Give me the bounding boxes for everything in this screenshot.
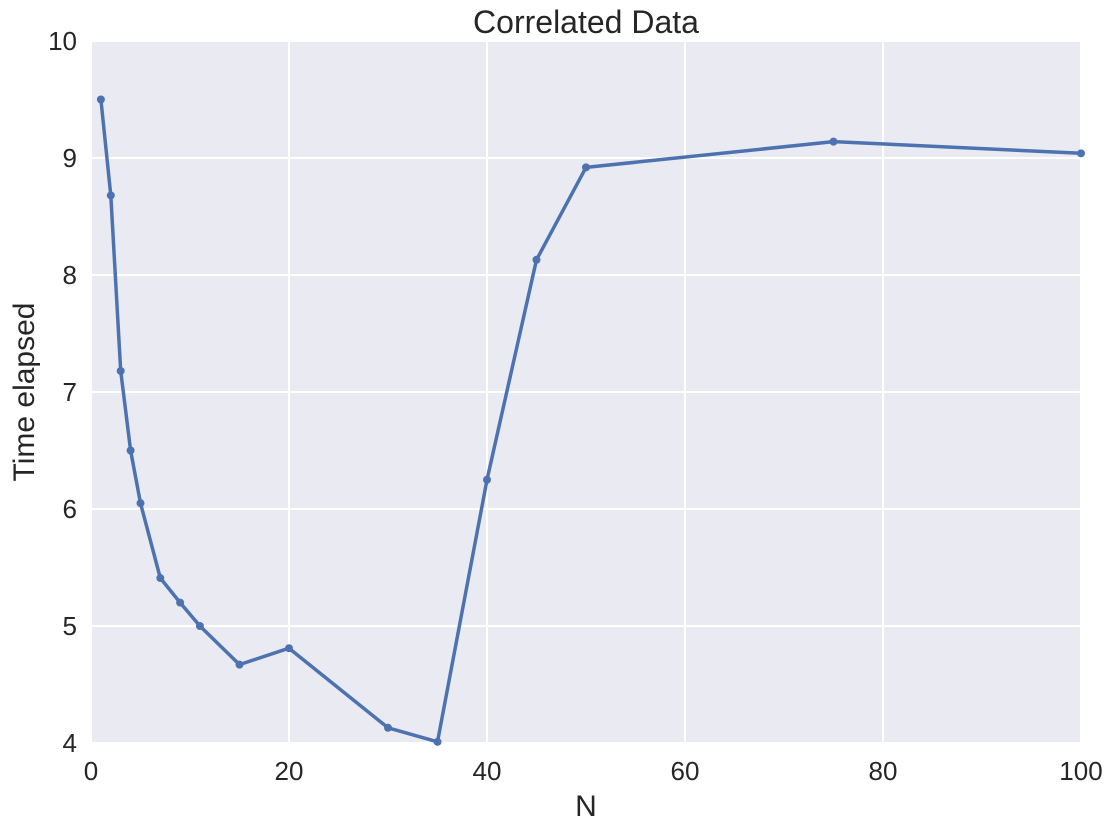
data-point [483, 475, 491, 484]
data-point [235, 660, 244, 669]
data-point [126, 446, 135, 455]
y-tick-label: 4 [63, 728, 77, 758]
data-point [532, 255, 541, 264]
x-tick-label: 0 [84, 756, 98, 786]
x-tick-label: 100 [1059, 756, 1102, 786]
x-axis-label: N [575, 790, 597, 823]
x-tick-label: 80 [869, 756, 898, 786]
y-tick-label: 9 [63, 143, 77, 173]
data-point [829, 137, 838, 146]
y-tick-label: 8 [63, 260, 77, 290]
data-point [384, 723, 392, 732]
gridlines [90, 40, 1082, 744]
y-tick-label: 10 [48, 26, 77, 56]
y-tick-label: 6 [63, 494, 77, 524]
x-tick-labels: 0 20 40 60 80 100 [84, 756, 1103, 786]
y-tick-label: 5 [63, 611, 77, 641]
data-point [195, 622, 204, 630]
x-tick-label: 40 [473, 756, 502, 786]
x-tick-label: 20 [275, 756, 304, 786]
x-tick-label: 60 [671, 756, 700, 786]
data-points [96, 95, 1085, 746]
data-point [156, 574, 165, 583]
data-point [1077, 149, 1085, 158]
y-tick-labels: 4 5 6 7 8 9 10 [48, 26, 77, 758]
data-point [285, 644, 293, 653]
data-point [176, 598, 185, 607]
data-point [136, 499, 145, 508]
data-point [433, 737, 442, 746]
data-point [116, 366, 125, 375]
data-point [106, 191, 115, 200]
y-tick-label: 7 [63, 377, 77, 407]
data-point [582, 163, 590, 172]
chart-title: Correlated Data [473, 4, 699, 40]
data-point [96, 95, 105, 104]
y-axis-label: Time elapsed [8, 303, 41, 482]
